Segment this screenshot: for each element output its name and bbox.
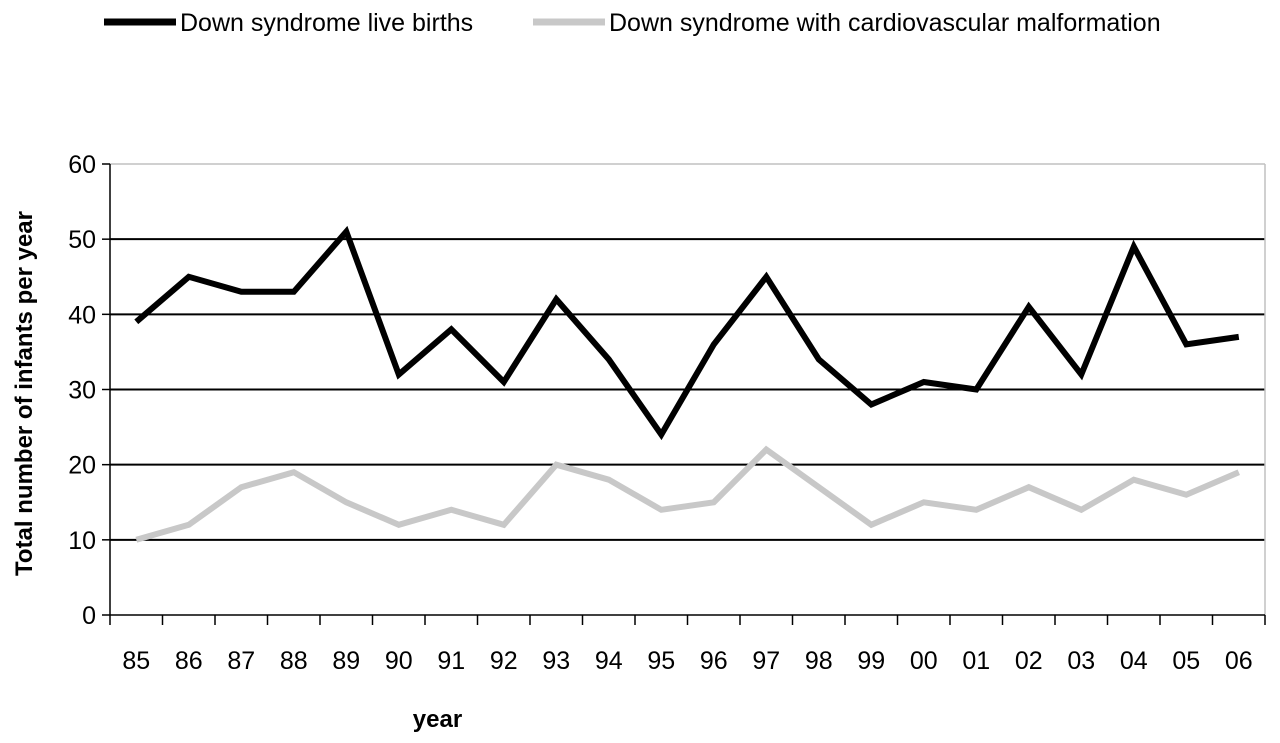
- x-tick-label: 01: [962, 647, 990, 675]
- y-tick-label: 60: [68, 151, 96, 179]
- x-tick-label: 98: [805, 647, 833, 675]
- x-tick-label: 96: [700, 647, 728, 675]
- y-tick-label: 10: [68, 527, 96, 555]
- x-tick-label: 85: [122, 647, 150, 675]
- x-tick-label: 00: [910, 647, 938, 675]
- series-line-2: [135, 445, 1240, 543]
- x-tick-label: 92: [490, 647, 518, 675]
- legend: Down syndrome live births Down syndrome w…: [104, 9, 1161, 37]
- x-tick-label: 94: [595, 647, 623, 675]
- y-tick-label: 40: [68, 301, 96, 329]
- x-tick-label: 02: [1015, 647, 1043, 675]
- x-tick-label: 88: [280, 647, 308, 675]
- x-tick-label: 05: [1172, 647, 1200, 675]
- y-tick-label: 0: [82, 602, 96, 630]
- axes: [102, 163, 1266, 625]
- x-tick-labels: 85 86 87 88 89 90 91 92 93 94 95 96 97 98 99 00 01 02 03 04…: [122, 647, 1252, 675]
- y-tick-label: 30: [68, 377, 96, 405]
- y-tick-labels: 0 10 20 30 40 50 60: [68, 151, 96, 630]
- x-tick-label: 03: [1067, 647, 1095, 675]
- x-tick-label: 06: [1225, 647, 1253, 675]
- x-tick-label: 86: [175, 647, 203, 675]
- series-line-1: [134, 225, 1240, 441]
- y-axis-title: Total number of infants per year: [11, 211, 38, 576]
- x-tick-label: 99: [857, 647, 885, 675]
- x-tick-label: 97: [752, 647, 780, 675]
- legend-label-1: Down syndrome live births: [180, 9, 473, 37]
- x-tick-label: 95: [647, 647, 675, 675]
- x-tick-label: 90: [385, 647, 413, 675]
- legend-label-2: Down syndrome with cardiovascular malfor…: [609, 9, 1161, 37]
- x-tick-label: 89: [332, 647, 360, 675]
- y-tick-label: 50: [68, 226, 96, 254]
- x-tick-label: 87: [227, 647, 255, 675]
- series-layer: [134, 225, 1240, 543]
- x-tick-label: 04: [1120, 647, 1148, 675]
- x-axis-title: year: [413, 706, 462, 733]
- y-tick-label: 20: [68, 452, 96, 480]
- x-tick-label: 93: [542, 647, 570, 675]
- x-tick-label: 91: [437, 647, 465, 675]
